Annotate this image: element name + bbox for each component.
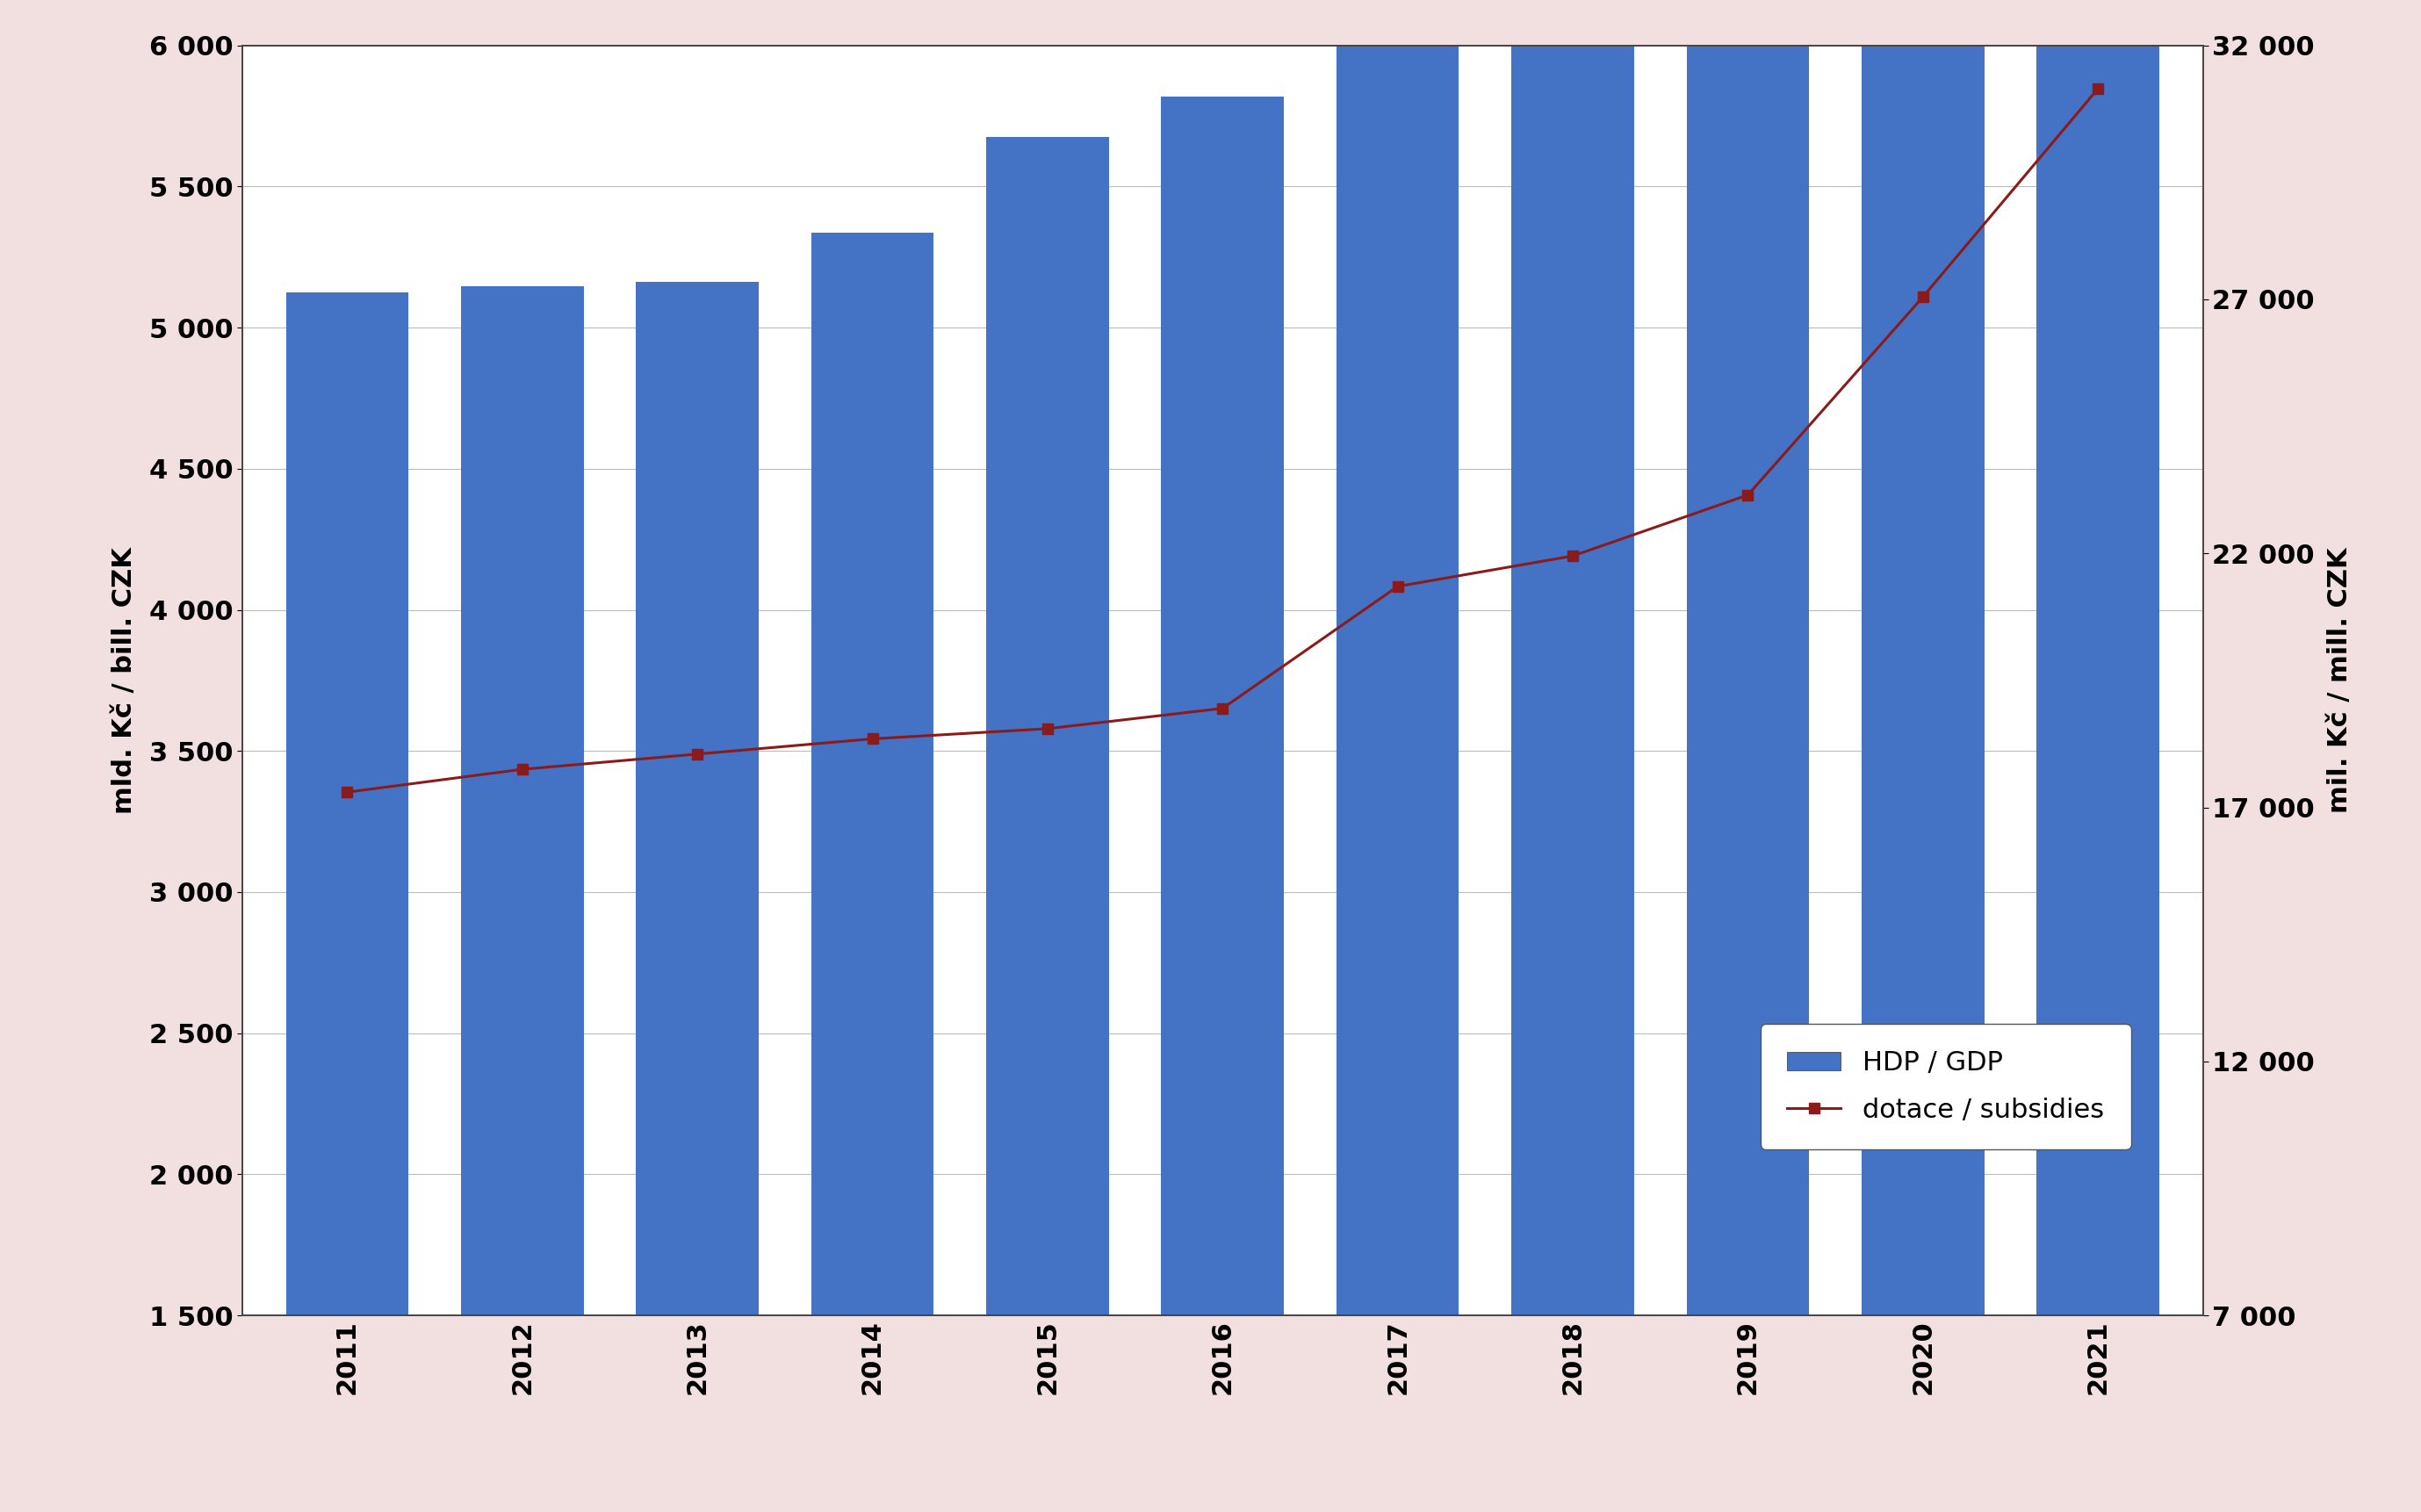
Bar [1162, 97, 1283, 1315]
dotace / subsidies [1733, 485, 1762, 503]
dotace / subsidies [857, 730, 886, 748]
dotace / subsidies [332, 783, 361, 801]
Bar [637, 281, 758, 1315]
dotace / subsidies [508, 761, 537, 779]
Legend: HDP / GDP, dotace / subsidies: HDP / GDP, dotace / subsidies [1760, 1024, 2130, 1149]
Bar [460, 286, 583, 1315]
dotace / subsidies [1034, 720, 1063, 738]
Bar [1336, 6, 1460, 1315]
Bar [1862, 0, 1985, 1315]
Bar [1511, 0, 1634, 1315]
dotace / subsidies [1208, 699, 1237, 717]
Y-axis label: mil. Kč / mill. CZK: mil. Kč / mill. CZK [2327, 547, 2353, 813]
Bar [286, 292, 409, 1315]
Y-axis label: mld. Kč / bill. CZK: mld. Kč / bill. CZK [111, 547, 136, 813]
Bar [985, 136, 1109, 1315]
dotace / subsidies [1382, 578, 1411, 596]
Bar [2036, 0, 2160, 1315]
dotace / subsidies [2084, 80, 2114, 98]
Bar [811, 233, 935, 1315]
dotace / subsidies [1908, 287, 1937, 305]
dotace / subsidies [683, 745, 712, 764]
dotace / subsidies [1559, 547, 1588, 565]
Line: dotace / subsidies: dotace / subsidies [341, 83, 2104, 797]
Bar [1687, 0, 1808, 1315]
